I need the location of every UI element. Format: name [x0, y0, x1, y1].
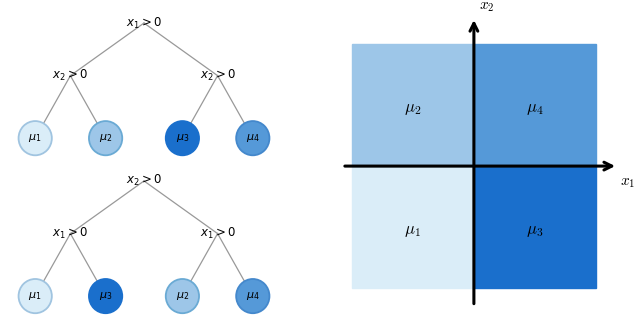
- Text: $x_1$: $x_1$: [620, 175, 636, 190]
- Text: $\mu_2$: $\mu_2$: [176, 290, 189, 302]
- Text: $x_2 > 0$: $x_2 > 0$: [200, 68, 236, 83]
- Text: $\mu_3$: $\mu_3$: [99, 290, 113, 302]
- Bar: [352, 166, 474, 288]
- Text: $\mu_3$: $\mu_3$: [526, 220, 543, 239]
- Circle shape: [19, 121, 52, 155]
- Circle shape: [19, 279, 52, 313]
- Text: $\mu_2$: $\mu_2$: [99, 132, 112, 144]
- Text: $x_2 > 0$: $x_2 > 0$: [52, 68, 88, 83]
- Text: $x_2 > 0$: $x_2 > 0$: [126, 173, 162, 189]
- Bar: [352, 44, 474, 166]
- Text: $\mu_4$: $\mu_4$: [526, 98, 544, 116]
- Text: $x_1 > 0$: $x_1 > 0$: [200, 226, 236, 241]
- Text: $\mu_2$: $\mu_2$: [404, 98, 422, 116]
- Text: $\mu_1$: $\mu_1$: [404, 220, 421, 239]
- Text: $\mu_3$: $\mu_3$: [175, 132, 189, 144]
- Text: $\mu_4$: $\mu_4$: [246, 132, 260, 144]
- Circle shape: [89, 279, 122, 313]
- Bar: [474, 44, 596, 166]
- Circle shape: [89, 121, 122, 155]
- Text: $x_1 > 0$: $x_1 > 0$: [52, 226, 88, 241]
- Circle shape: [236, 121, 269, 155]
- Circle shape: [166, 121, 199, 155]
- Circle shape: [236, 279, 269, 313]
- Text: $x_2$: $x_2$: [479, 0, 494, 13]
- Text: $\mu_1$: $\mu_1$: [28, 132, 42, 144]
- Text: $\mu_1$: $\mu_1$: [28, 290, 42, 302]
- Text: $\mu_4$: $\mu_4$: [246, 290, 260, 302]
- Bar: [474, 166, 596, 288]
- Text: $x_1 > 0$: $x_1 > 0$: [126, 15, 162, 31]
- Circle shape: [166, 279, 199, 313]
